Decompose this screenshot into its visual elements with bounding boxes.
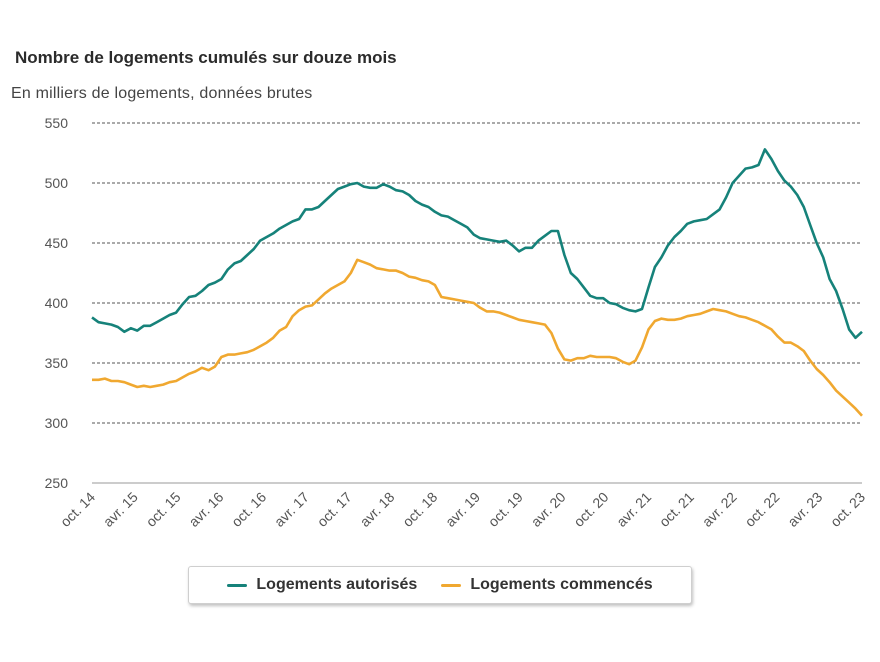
x-tick-label: oct. 15 [143,489,184,530]
series-line-commences[interactable] [92,258,863,417]
x-tick-label: oct. 14 [57,489,98,530]
y-tick-label: 400 [45,295,69,311]
y-tick-label: 300 [45,415,69,431]
x-tick-label: avr. 16 [185,489,226,530]
y-tick-label: 250 [45,475,69,491]
x-tick-label: avr. 17 [271,489,312,530]
x-tick-label: oct. 19 [485,489,526,530]
legend-label-commences: Logements commencés [470,576,653,593]
x-tick-label: avr. 15 [100,489,141,530]
x-tick-label: oct. 20 [570,489,611,530]
chart-legend: Logements autorisés Logements commencés [188,566,692,604]
chart-title: Nombre de logements cumulés sur douze mo… [15,48,397,67]
y-tick-label: 450 [45,235,69,251]
legend-swatch-commences [441,583,462,587]
y-tick-label: 550 [45,115,69,131]
y-tick-label: 500 [45,175,69,191]
x-tick-label: avr. 19 [442,489,483,530]
legend-item-commences[interactable]: Logements commencés [441,576,653,594]
y-tick-label: 350 [45,355,69,371]
x-tick-label: oct. 23 [827,489,868,530]
x-tick-label: oct. 21 [656,489,697,530]
x-tick-label: avr. 23 [784,489,825,530]
legend-swatch-autorises [227,583,248,587]
legend-label-autorises: Logements autorisés [256,576,418,593]
x-tick-label: avr. 22 [699,489,740,530]
x-tick-label: oct. 22 [742,489,783,530]
legend-item-autorises[interactable]: Logements autorisés [227,576,417,594]
chart-subtitle: En milliers de logements, données brutes [11,85,313,102]
x-tick-label: avr. 21 [613,489,654,530]
x-tick-label: oct. 18 [399,489,440,530]
x-tick-label: oct. 16 [228,489,269,530]
x-tick-label: avr. 20 [528,489,569,530]
series-line-autorises[interactable] [91,148,863,340]
x-tick-label: oct. 17 [314,489,355,530]
x-tick-label: avr. 18 [357,489,398,530]
